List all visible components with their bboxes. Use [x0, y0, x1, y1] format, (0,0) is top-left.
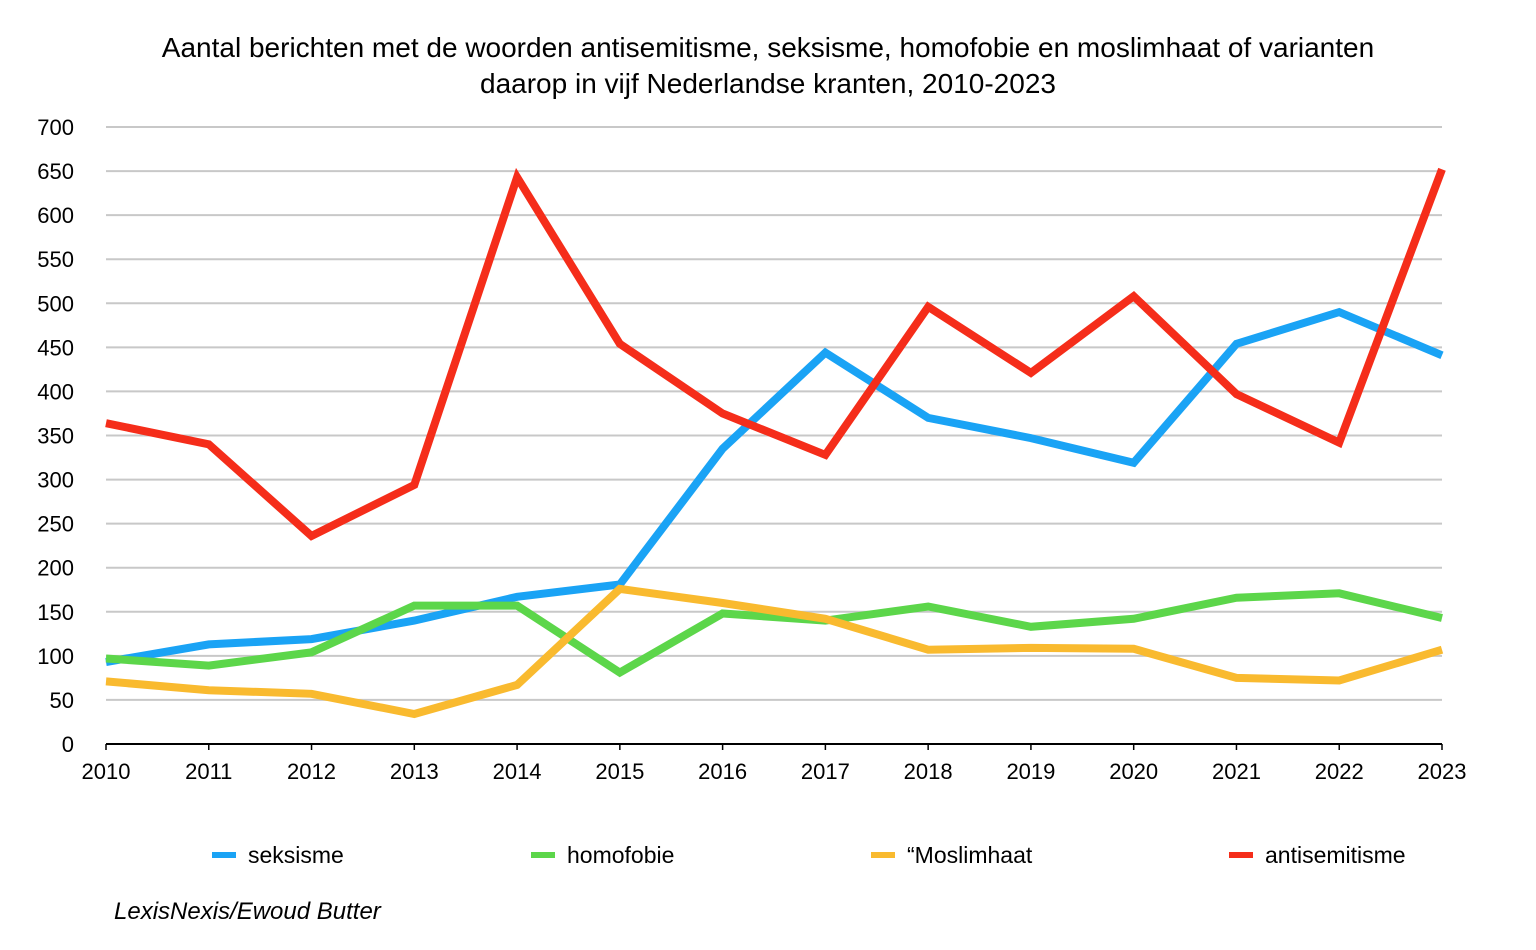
y-tick-label: 400 — [37, 379, 74, 404]
source-note: LexisNexis/Ewoud Butter — [114, 898, 381, 925]
x-tick-label: 2015 — [595, 759, 644, 784]
series-line-antisemitisme — [105, 167, 1446, 541]
x-tick-label: 2018 — [904, 759, 953, 784]
y-tick-label: 50 — [50, 688, 74, 713]
legend-label-moslimhaat: “Moslimhaat — [907, 842, 1033, 868]
y-tick-label: 300 — [37, 468, 74, 493]
y-tick-label: 0 — [62, 732, 74, 757]
axes: 0 50 100 150 200 250 300 350 400 450 500 550 600 650 7… — [37, 115, 1466, 784]
y-tick-label: 450 — [37, 335, 74, 360]
series-line-moslimhaat — [105, 584, 1444, 719]
y-tick-label: 700 — [37, 115, 74, 140]
x-tick-label: 2020 — [1109, 759, 1158, 784]
series-line-seksisme — [105, 307, 1444, 666]
series-lines — [105, 167, 1446, 719]
y-tick-label: 600 — [37, 203, 74, 228]
x-tick-label: 2023 — [1418, 759, 1467, 784]
x-tick-label: 2022 — [1315, 759, 1364, 784]
x-tick-label: 2012 — [287, 759, 336, 784]
y-tick-label: 250 — [37, 512, 74, 537]
x-tick-label: 2019 — [1006, 759, 1055, 784]
legend-label-antisemitisme: antisemitisme — [1265, 842, 1406, 868]
legend-label-seksisme: seksisme — [248, 842, 344, 868]
y-tick-label: 100 — [37, 644, 74, 669]
x-tick-label: 2013 — [390, 759, 439, 784]
x-tick-label: 2016 — [698, 759, 747, 784]
y-tick-label: 650 — [37, 159, 74, 184]
y-tick-label: 550 — [37, 247, 74, 272]
x-tick-label: 2011 — [185, 759, 232, 784]
series-line-homofobie — [105, 589, 1443, 678]
y-tick-label: 500 — [37, 291, 74, 316]
x-tick-label: 2010 — [82, 759, 131, 784]
x-tick-label: 2017 — [801, 759, 850, 784]
y-tick-label: 200 — [37, 556, 74, 581]
x-tick-label: 2014 — [493, 759, 542, 784]
y-tick-label: 150 — [37, 600, 74, 625]
chart-title-line-1: Aantal berichten met de woorden antisemi… — [161, 32, 1375, 63]
legend-label-homofobie: homofobie — [567, 842, 674, 868]
chart-title: Aantal berichten met de woorden antisemi… — [0, 30, 1536, 102]
y-tick-label: 350 — [37, 424, 74, 449]
chart-title-line-2: daarop in vijf Nederlandse kranten, 2010… — [480, 68, 1056, 99]
x-tick-label: 2021 — [1212, 759, 1261, 784]
legend: seksisme homofobie “Moslimhaat antisemitism… — [212, 842, 1406, 868]
